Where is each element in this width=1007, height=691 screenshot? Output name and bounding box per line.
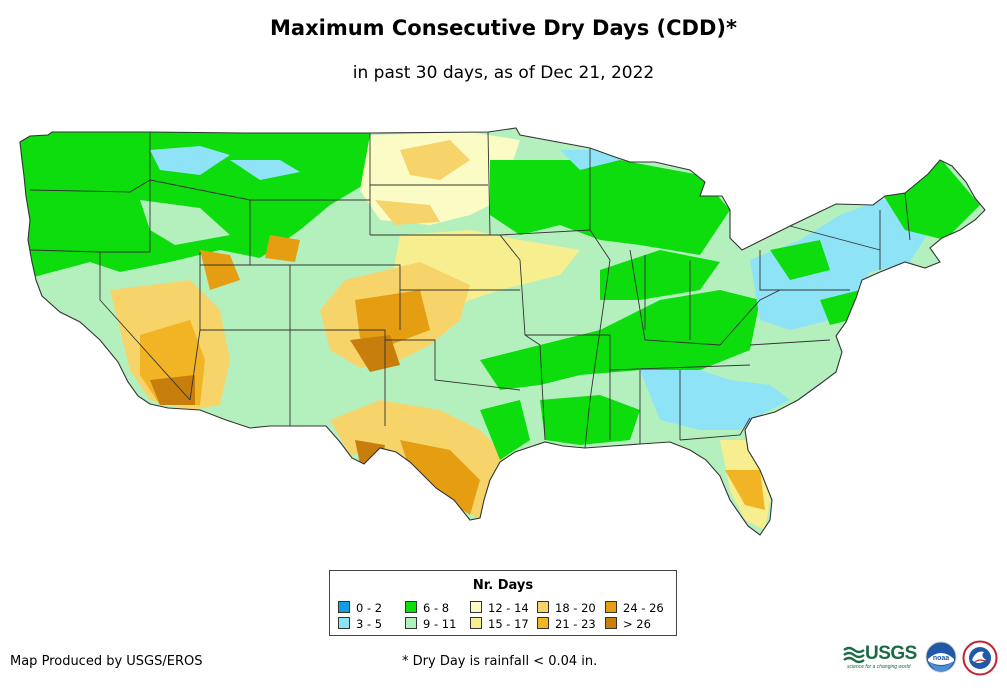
cdd-zone-pa-6-8: [770, 240, 830, 280]
legend-swatch-3-5: [338, 617, 350, 629]
noaa-logo: noaa: [925, 641, 957, 673]
legend-item-0-2: 0 - 2: [338, 601, 382, 615]
legend-swatch-18-20: [537, 601, 549, 613]
legend-swatch-12-14: [470, 601, 482, 613]
legend-item-15-17: 15 - 17: [470, 617, 529, 631]
legend-item-3-5: 3 - 5: [338, 617, 382, 631]
cdd-zone-sd-18-20: [375, 200, 440, 225]
legend-swatch-15-17: [470, 617, 482, 629]
legend-item-18-20: 18 - 20: [537, 601, 596, 615]
usgs-wave-icon: [843, 646, 865, 664]
cdd-zone-nw-9-11: [140, 200, 230, 245]
map-title: Maximum Consecutive Dry Days (CDD)*: [270, 16, 737, 40]
usgs-tagline: science for a changing world: [847, 664, 911, 670]
legend-swatch-6-8: [405, 601, 417, 613]
legend-title: Nr. Days: [472, 578, 534, 593]
dry-day-footnote: * Dry Day is rainfall < 0.04 in.: [402, 654, 598, 669]
legend-item-12-14: 12 - 14: [470, 601, 529, 615]
legend-item-6-8: 6 - 8: [405, 601, 449, 615]
legend-swatch-0-2: [338, 601, 350, 613]
usgs-logo: USGS science for a changing world: [843, 643, 919, 670]
cdd-zone-nm-co-24-26: [355, 290, 430, 345]
cdd-zone-upper-midwest-6-8: [490, 160, 730, 255]
map-legend: Nr. Days 0 - 2 3 - 5 6 - 8 9 - 11 12 - 1…: [329, 570, 677, 636]
cdd-zone-fl-21-23: [725, 470, 765, 510]
cdd-raster: [20, 128, 985, 535]
cdd-zone-gulf-6-8: [540, 395, 640, 445]
legend-swatch-gt26: [605, 617, 617, 629]
cdd-zone-ne-3-5: [750, 200, 930, 330]
legend-swatch-9-11: [405, 617, 417, 629]
noaa-wordmark: noaa: [933, 655, 949, 662]
cdd-zone-nm-gt26: [350, 335, 400, 372]
map-credit: Map Produced by USGS/EROS: [10, 654, 203, 669]
cdd-zone-ut-24-26: [200, 250, 240, 290]
cdd-zone-stx-24-26: [400, 440, 480, 515]
legend-item-21-23: 21 - 23: [537, 617, 596, 631]
legend-swatch-21-23: [537, 617, 549, 629]
cdd-zone-dakotas-18-20: [400, 140, 470, 180]
cdd-map: [19, 127, 986, 536]
nws-logo: [962, 640, 998, 676]
cdd-zone-co-24-26: [265, 235, 300, 262]
cdd-zone-etx-6-8: [480, 400, 530, 460]
legend-item-24-26: 24 - 26: [605, 601, 664, 615]
usgs-wordmark: USGS: [865, 643, 917, 664]
legend-item-gt26: > 26: [605, 617, 651, 631]
cdd-zone-mt-3-5: [150, 146, 230, 175]
map-subtitle: in past 30 days, as of Dec 21, 2022: [352, 63, 655, 83]
cdd-zone-se-3-5: [640, 370, 790, 430]
cdd-zone-az-gt26: [150, 375, 195, 405]
legend-swatch-24-26: [605, 601, 617, 613]
cdd-zone-mt2-3-5: [230, 160, 300, 180]
legend-item-9-11: 9 - 11: [405, 617, 456, 631]
state-borders: [19, 127, 986, 536]
